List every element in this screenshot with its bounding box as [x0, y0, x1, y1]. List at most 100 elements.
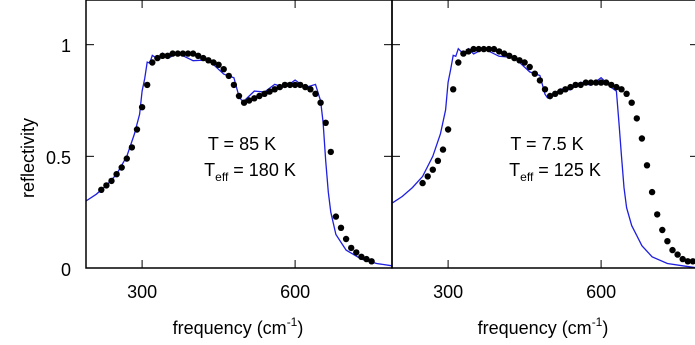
data-point-right — [633, 115, 640, 122]
data-point-left — [138, 104, 146, 111]
data-point-left — [246, 97, 253, 104]
y-axis-title: reflectivity — [18, 118, 38, 198]
data-point-right — [501, 50, 508, 57]
data-point-left — [281, 81, 289, 89]
data-point-right — [654, 211, 661, 218]
data-point-right — [643, 162, 651, 169]
x-axis-title-sup-left: -1 — [287, 315, 298, 329]
teff-value-left: = 180 K — [228, 160, 296, 180]
data-point-left — [103, 182, 110, 189]
data-point-left — [189, 50, 197, 57]
data-point-left — [184, 50, 192, 57]
data-point-right — [684, 258, 691, 265]
data-point-left — [327, 148, 334, 156]
data-point-left — [322, 119, 329, 127]
data-point-right — [490, 45, 498, 53]
data-point-left — [342, 235, 350, 243]
data-point-left — [297, 81, 304, 89]
data-point-right — [455, 59, 462, 66]
data-point-left — [271, 86, 278, 93]
data-point-right — [638, 135, 646, 142]
data-point-left — [312, 90, 319, 98]
data-point-left — [317, 99, 324, 106]
data-point-left — [200, 54, 207, 62]
data-point-right — [628, 99, 635, 106]
x-axis-title-base-left: frequency (cm — [173, 318, 287, 338]
data-point-right — [460, 50, 467, 57]
data-point-right — [516, 57, 523, 64]
data-point-left — [358, 253, 365, 260]
data-point-left — [240, 99, 248, 106]
chart-panel-left: 300 600 T = 85 K Teff = 180 K frequency (… — [85, 0, 393, 338]
data-point-left — [332, 213, 340, 220]
data-point-right — [623, 90, 630, 98]
data-point-right — [470, 45, 477, 53]
data-point-right — [689, 258, 695, 265]
data-point-left — [363, 255, 370, 263]
data-point-left — [348, 244, 355, 252]
data-point-left — [256, 92, 263, 100]
data-point-right — [557, 88, 564, 95]
data-point-right — [648, 188, 656, 196]
data-point-left — [128, 144, 136, 151]
data-point-left — [337, 224, 345, 231]
data-point-left — [98, 186, 105, 193]
teff-value-right: = 125 K — [533, 160, 601, 180]
teff-symbol-left: T — [204, 160, 215, 180]
data-point-left — [261, 90, 268, 98]
data-point-left — [169, 50, 176, 57]
teff-subscript-left: eff — [215, 170, 229, 184]
data-point-right — [444, 126, 452, 133]
data-point-left — [123, 155, 130, 162]
data-point-left — [133, 126, 141, 133]
data-point-left — [210, 59, 217, 66]
data-point-right — [439, 146, 447, 153]
data-point-right — [485, 45, 493, 53]
data-point-right — [511, 54, 518, 62]
data-point-right — [562, 86, 569, 93]
data-point-right — [465, 48, 472, 55]
data-point-right — [567, 83, 574, 91]
x-tick-label-right: 300 — [433, 282, 463, 302]
data-point-left — [179, 50, 187, 57]
data-point-left — [108, 177, 115, 185]
x-tick-label-left: 600 — [280, 282, 310, 302]
data-point-right — [679, 255, 686, 263]
data-point-left — [154, 54, 161, 62]
data-point-right — [450, 86, 457, 93]
data-point-right — [495, 48, 503, 55]
data-point-right — [429, 166, 436, 173]
data-point-right — [577, 81, 584, 89]
data-point-right — [608, 81, 615, 89]
x-axis-title-close-right: ) — [602, 318, 608, 338]
data-point-right — [603, 79, 610, 86]
data-point-right — [526, 63, 533, 71]
data-point-right — [541, 86, 549, 93]
data-point-right — [521, 59, 528, 66]
data-point-right — [587, 79, 595, 86]
data-point-right — [669, 246, 676, 254]
model-reflectivity-line-left — [85, 52, 393, 267]
data-point-left — [118, 164, 125, 171]
x-axis-title-sup-right: -1 — [592, 315, 603, 329]
data-point-left — [144, 81, 151, 89]
tick-layer-left: 300 600 — [86, 0, 392, 302]
teff-symbol-right: T — [509, 160, 520, 180]
y-tick-label-0: 0 — [61, 260, 71, 280]
data-point-left — [220, 66, 227, 73]
data-point-right — [424, 173, 431, 180]
x-tick-label-right: 600 — [586, 282, 616, 302]
data-point-right — [480, 45, 487, 53]
y-tick-label-0.5: 0.5 — [46, 148, 71, 168]
data-point-left — [235, 92, 243, 100]
annotation-temperature-right: T = 7.5 K — [510, 134, 583, 154]
data-point-left — [159, 52, 166, 59]
data-point-left — [164, 52, 171, 59]
annotation-teff-left: Teff = 180 K — [204, 160, 296, 184]
data-point-right — [434, 157, 442, 164]
data-point-right — [475, 45, 482, 53]
data-point-right — [597, 79, 605, 86]
data-point-right — [419, 179, 426, 187]
y-tick-label-group: 0 0.5 1 — [46, 36, 71, 280]
